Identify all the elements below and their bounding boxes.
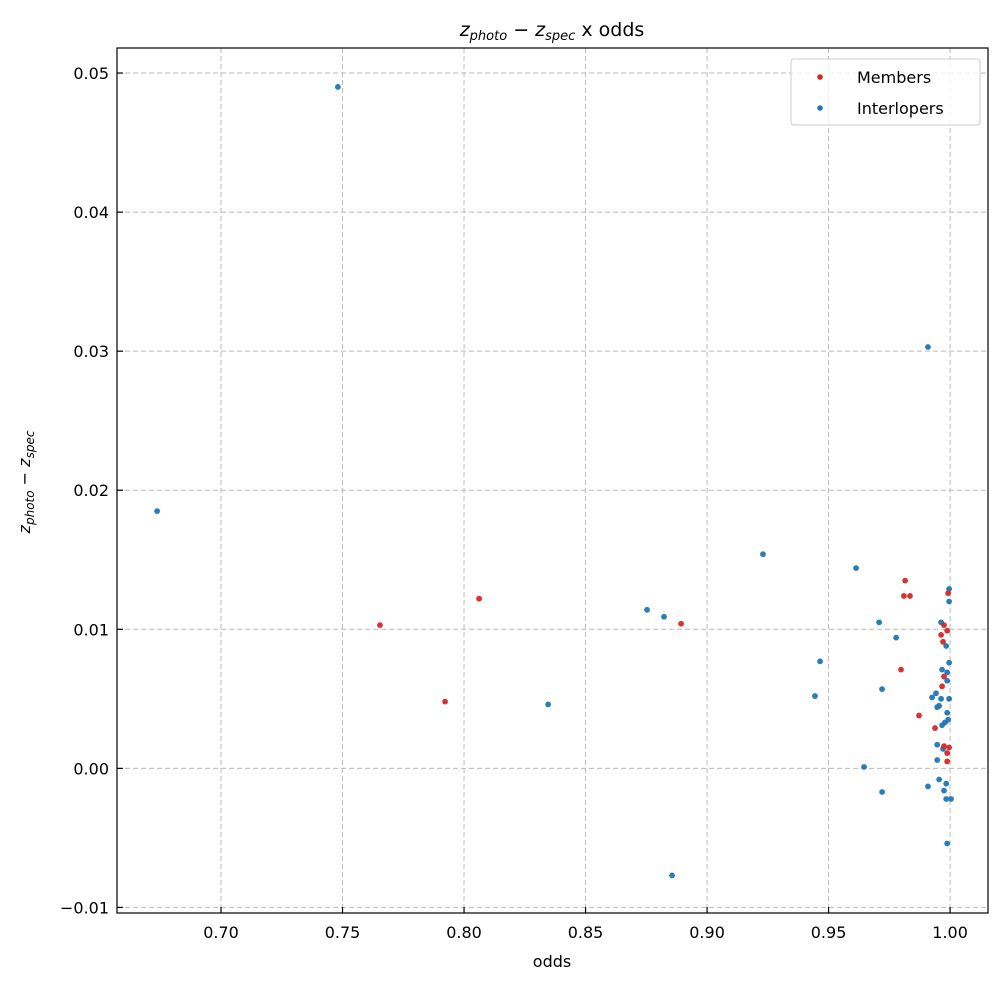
point-interlopers — [941, 787, 947, 794]
legend-label-members: Members — [857, 68, 931, 87]
x-tick-label: 0.75 — [325, 923, 361, 942]
point-members — [442, 698, 448, 705]
point-interlopers — [661, 613, 667, 620]
y-axis-label: zphoto − zspec — [15, 430, 37, 534]
point-members — [944, 750, 951, 756]
point-interlopers — [925, 344, 931, 350]
point-interlopers — [943, 796, 950, 802]
legend-marker-members — [817, 74, 823, 80]
point-members — [945, 590, 952, 597]
point-members — [901, 593, 907, 599]
legend-label-interlopers: Interlopers — [857, 99, 944, 118]
point-interlopers — [939, 722, 945, 729]
point-interlopers — [929, 694, 936, 701]
data-points — [154, 84, 954, 879]
point-members — [907, 593, 913, 599]
point-members — [941, 622, 947, 629]
point-interlopers — [925, 783, 931, 790]
x-axis-label: odds — [533, 952, 571, 971]
point-interlopers — [817, 658, 823, 665]
point-members — [944, 627, 951, 634]
x-tick-label: 0.80 — [446, 923, 482, 942]
x-tick-label: 0.90 — [689, 923, 725, 942]
point-members — [377, 622, 383, 629]
point-members — [898, 666, 904, 673]
point-interlopers — [946, 659, 953, 666]
y-tick-label: 0.01 — [73, 620, 109, 639]
point-interlopers — [946, 598, 953, 605]
point-members — [939, 683, 945, 690]
y-tick-label: 0.02 — [73, 481, 109, 500]
point-interlopers — [812, 693, 818, 699]
x-tick-label: 0.70 — [203, 923, 239, 942]
point-interlopers — [760, 551, 766, 558]
axis-ticks: 0.70 0.75 0.80 0.85 0.90 0.95 1.00 −0.01 0.00 0.0… — [60, 64, 968, 942]
point-interlopers — [853, 565, 859, 572]
point-interlopers — [876, 619, 883, 626]
point-members — [940, 638, 946, 645]
point-interlopers — [154, 508, 160, 514]
x-tick-label: 0.95 — [811, 923, 847, 942]
y-tick-label: 0.03 — [73, 342, 109, 361]
x-tick-label: 1.00 — [932, 923, 968, 942]
plot-frame — [116, 47, 989, 914]
legend: Members Interlopers — [790, 58, 981, 126]
point-interlopers — [939, 666, 945, 673]
y-tick-label: 0.04 — [73, 203, 109, 222]
point-interlopers — [943, 780, 950, 787]
point-interlopers — [545, 701, 552, 708]
point-members — [902, 577, 909, 584]
point-members — [941, 743, 947, 750]
x-tick-label: 0.85 — [568, 923, 604, 942]
legend-marker-interlopers — [817, 105, 823, 111]
point-members — [678, 620, 684, 627]
point-interlopers — [861, 764, 867, 770]
point-members — [946, 744, 953, 751]
point-members — [944, 758, 951, 765]
point-interlopers — [944, 709, 951, 716]
point-interlopers — [879, 789, 885, 795]
point-interlopers — [893, 634, 900, 641]
point-interlopers — [943, 643, 950, 649]
chart-title: zphoto − zspec x odds — [459, 19, 645, 44]
point-interlopers — [335, 84, 341, 90]
point-interlopers — [936, 776, 943, 783]
point-members — [938, 631, 944, 638]
point-interlopers — [669, 872, 675, 879]
y-tick-label: −0.01 — [60, 898, 109, 917]
point-interlopers — [936, 702, 943, 709]
point-interlopers — [945, 716, 952, 723]
y-tick-label: 0.00 — [73, 759, 109, 778]
legend-box — [790, 58, 981, 126]
point-members — [916, 712, 922, 719]
point-interlopers — [933, 690, 939, 697]
point-interlopers — [934, 757, 941, 763]
point-interlopers — [946, 695, 953, 702]
point-interlopers — [879, 686, 885, 693]
point-interlopers — [944, 840, 951, 847]
point-interlopers — [944, 677, 951, 684]
point-members — [476, 595, 483, 602]
point-interlopers — [948, 796, 954, 802]
point-interlopers — [944, 669, 951, 676]
y-tick-label: 0.05 — [73, 64, 109, 83]
grid-lines — [117, 48, 988, 913]
point-interlopers — [934, 741, 941, 748]
point-members — [932, 725, 938, 731]
point-interlopers — [938, 695, 944, 702]
point-interlopers — [644, 606, 650, 613]
point-members — [941, 673, 947, 680]
